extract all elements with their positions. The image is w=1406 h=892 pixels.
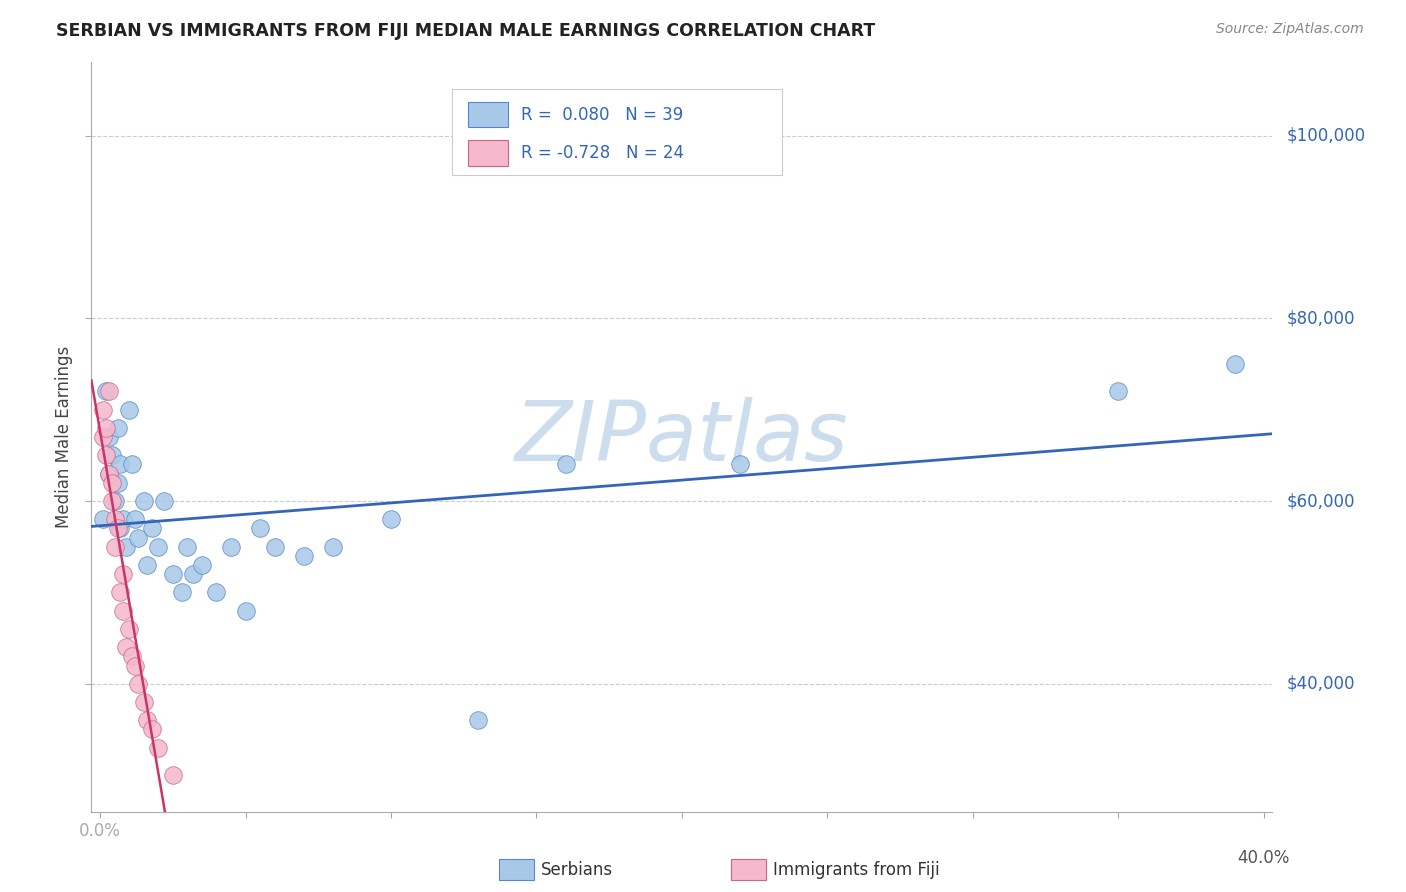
Point — [181, 567, 204, 582]
Point — [235, 604, 257, 618]
Point — [170, 585, 193, 599]
Text: $100,000: $100,000 — [1286, 127, 1365, 145]
Point — [141, 521, 163, 535]
Point — [148, 540, 170, 554]
Point — [115, 540, 138, 554]
Point — [380, 512, 402, 526]
Text: Serbians: Serbians — [541, 861, 613, 879]
Point — [121, 458, 143, 472]
Point — [110, 458, 132, 472]
Point — [127, 677, 149, 691]
Point — [97, 384, 120, 399]
Point — [153, 494, 176, 508]
Point — [121, 649, 143, 664]
Point — [292, 549, 315, 563]
Point — [132, 695, 155, 709]
Point — [554, 458, 576, 472]
Text: Source: ZipAtlas.com: Source: ZipAtlas.com — [1216, 22, 1364, 37]
Point — [91, 512, 114, 526]
Point — [110, 521, 132, 535]
Point — [1223, 357, 1246, 371]
Point — [176, 540, 198, 554]
Text: ZIPatlas: ZIPatlas — [515, 397, 849, 477]
Point — [91, 430, 114, 444]
Point — [104, 494, 127, 508]
Point — [107, 421, 129, 435]
Point — [127, 531, 149, 545]
Point — [141, 723, 163, 737]
Point — [94, 448, 117, 462]
Point — [118, 402, 141, 417]
Point — [124, 658, 146, 673]
Point — [162, 567, 184, 582]
Point — [107, 521, 129, 535]
Point — [97, 467, 120, 481]
Point — [94, 421, 117, 435]
Point — [249, 521, 271, 535]
Text: $40,000: $40,000 — [1286, 674, 1355, 693]
Text: $60,000: $60,000 — [1286, 492, 1355, 510]
Point — [124, 512, 146, 526]
Point — [115, 640, 138, 655]
Point — [1107, 384, 1129, 399]
Point — [135, 714, 157, 728]
Text: Immigrants from Fiji: Immigrants from Fiji — [773, 861, 941, 879]
Point — [100, 475, 122, 490]
Point — [132, 494, 155, 508]
Point — [104, 540, 127, 554]
Point — [112, 512, 135, 526]
Point — [112, 567, 135, 582]
Y-axis label: Median Male Earnings: Median Male Earnings — [55, 346, 73, 528]
Point — [100, 448, 122, 462]
Point — [148, 740, 170, 755]
Point — [162, 768, 184, 782]
Point — [135, 558, 157, 572]
Point — [191, 558, 214, 572]
Text: $80,000: $80,000 — [1286, 310, 1355, 327]
Point — [205, 585, 228, 599]
Point — [322, 540, 344, 554]
Point — [263, 540, 285, 554]
Point — [94, 384, 117, 399]
Point — [118, 622, 141, 636]
Point — [97, 467, 120, 481]
Point — [100, 494, 122, 508]
Point — [107, 475, 129, 490]
Point — [104, 512, 127, 526]
Point — [112, 604, 135, 618]
Point — [467, 714, 489, 728]
Point — [219, 540, 242, 554]
Text: SERBIAN VS IMMIGRANTS FROM FIJI MEDIAN MALE EARNINGS CORRELATION CHART: SERBIAN VS IMMIGRANTS FROM FIJI MEDIAN M… — [56, 22, 876, 40]
Point — [728, 458, 751, 472]
Point — [91, 402, 114, 417]
Point — [97, 430, 120, 444]
Point — [110, 585, 132, 599]
Text: 40.0%: 40.0% — [1237, 849, 1289, 867]
